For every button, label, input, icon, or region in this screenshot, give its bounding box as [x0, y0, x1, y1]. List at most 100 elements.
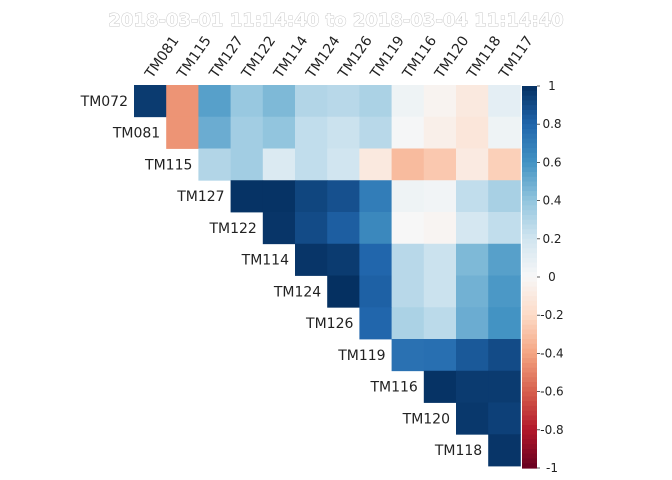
- heatmap-cell: [423, 243, 457, 276]
- colorbar-segment: [522, 410, 537, 417]
- heatmap-cell: [327, 116, 360, 149]
- column-label: TM119: [367, 33, 408, 82]
- colorbar-segment: [522, 362, 537, 369]
- heatmap-cell: [488, 339, 521, 372]
- heatmap-cell: [391, 307, 425, 340]
- colorbar-segment: [522, 200, 537, 206]
- colorbar-segment: [522, 234, 537, 240]
- colorbar-segment: [522, 86, 537, 92]
- heatmap-cell: [423, 180, 457, 213]
- heatmap-cell: [488, 85, 521, 118]
- colorbar-segment: [522, 243, 537, 249]
- heatmap-cell: [198, 148, 231, 181]
- colorbar-segment: [522, 358, 537, 364]
- colorbar-tick-label: -0.4: [540, 346, 563, 360]
- column-label: TM124: [303, 33, 344, 82]
- colorbar-segment: [522, 353, 537, 359]
- column-label: TM126: [335, 33, 376, 82]
- heatmap-cell: [198, 85, 231, 118]
- heatmap-cell: [488, 370, 521, 403]
- colorbar-segment: [522, 167, 537, 173]
- colorbar-tick-label: 0.2: [542, 232, 561, 246]
- heatmap-cell: [488, 307, 521, 340]
- heatmap-cell: [488, 180, 521, 213]
- heatmap-cell: [456, 148, 489, 181]
- heatmap-cell: [230, 148, 264, 181]
- colorbar-segment: [522, 100, 537, 106]
- heatmap-cell: [456, 243, 489, 276]
- colorbar-tick-label: 0.8: [542, 117, 561, 131]
- heatmap-cell: [456, 339, 489, 372]
- row-label: TM122: [208, 221, 256, 237]
- heatmap-cell: [262, 212, 296, 245]
- colorbar-segment: [522, 319, 537, 326]
- colorbar-segment: [522, 162, 537, 168]
- colorbar-segment: [522, 186, 537, 192]
- colorbar-segment: [522, 119, 537, 125]
- row-label: TM124: [273, 284, 321, 300]
- heatmap-cell: [456, 402, 489, 435]
- colorbar-tick-label: 0: [548, 270, 556, 284]
- colorbar-segment: [522, 291, 537, 297]
- heatmap-cell: [488, 402, 521, 435]
- heatmap-cell: [166, 116, 199, 149]
- heatmap-cell: [456, 180, 489, 213]
- colorbar-segment: [522, 453, 537, 460]
- heatmap-cell: [230, 85, 264, 118]
- row-label: TM072: [80, 94, 128, 110]
- colorbar-segment: [522, 343, 537, 350]
- heatmap-cell: [488, 275, 521, 308]
- heatmap-cell: [391, 275, 425, 308]
- heatmap-cell: [295, 116, 328, 149]
- colorbar-segment: [522, 272, 537, 278]
- heatmap-cell: [327, 180, 360, 213]
- colorbar-segment: [522, 157, 537, 164]
- colorbar-segment: [522, 439, 537, 445]
- row-label: TM127: [176, 189, 224, 205]
- heatmap-cell: [327, 85, 360, 118]
- colorbar-segment: [522, 219, 537, 226]
- colorbar-tick-label: -0.6: [540, 385, 563, 399]
- colorbar-tick-label: 0.4: [542, 194, 561, 208]
- heatmap-cell: [391, 243, 425, 276]
- column-label: TM120: [431, 33, 472, 82]
- colorbar-segment: [522, 310, 537, 316]
- colorbar-tick-label: -1: [546, 461, 558, 475]
- colorbar-segment: [522, 109, 537, 116]
- colorbar-segment: [522, 214, 537, 221]
- heatmap-cell: [262, 148, 296, 181]
- heatmap-cell: [295, 243, 328, 276]
- colorbar-segment: [522, 300, 537, 307]
- column-label: TM116: [399, 33, 440, 82]
- colorbar-segment: [522, 191, 537, 197]
- heatmap-cell: [230, 180, 264, 213]
- heatmap-cell: [456, 85, 489, 118]
- heatmap-cell: [423, 212, 457, 245]
- heatmap-cell: [391, 116, 425, 149]
- heatmap-cell: [327, 212, 360, 245]
- colorbar-segment: [522, 334, 537, 340]
- row-label: TM116: [369, 380, 417, 396]
- colorbar-segment: [522, 224, 537, 230]
- heatmap-cell: [327, 148, 360, 181]
- colorbar-segment: [522, 267, 537, 273]
- heatmap-cell: [359, 180, 392, 213]
- colorbar-segment: [522, 429, 537, 436]
- colorbar-segment: [522, 253, 537, 259]
- colorbar-segment: [522, 176, 537, 183]
- colorbar-segment: [522, 90, 537, 97]
- colorbar-segment: [522, 420, 537, 426]
- row-label: TM118: [434, 443, 482, 459]
- heatmap-cell: [423, 307, 457, 340]
- colorbar-segment: [522, 382, 537, 388]
- colorbar-segment: [522, 372, 537, 378]
- colorbar-segment: [522, 405, 537, 412]
- colorbar-segment: [522, 114, 537, 121]
- colorbar-segment: [522, 277, 537, 283]
- row-label: TM126: [305, 316, 353, 332]
- colorbar-tick-label: -0.2: [540, 308, 563, 322]
- colorbar-segment: [522, 210, 537, 216]
- colorbar-segment: [522, 248, 537, 254]
- heatmap-cell: [359, 307, 392, 340]
- heatmap-cell: [423, 148, 457, 181]
